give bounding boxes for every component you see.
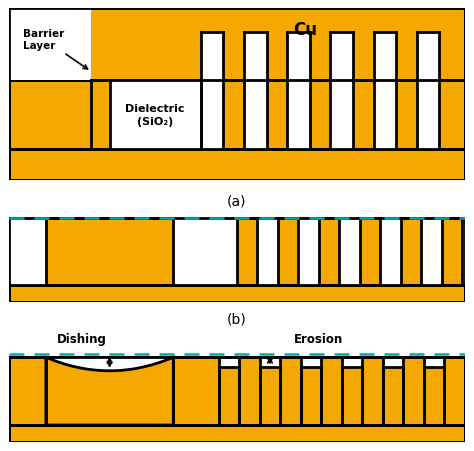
Polygon shape (287, 33, 310, 81)
Polygon shape (46, 357, 173, 425)
Polygon shape (109, 81, 201, 150)
Text: Barrier
Layer: Barrier Layer (23, 29, 88, 70)
Polygon shape (46, 218, 173, 285)
Polygon shape (301, 357, 321, 425)
Text: Dielectric
(SiO₂): Dielectric (SiO₂) (125, 104, 185, 127)
Text: Dishing: Dishing (57, 332, 107, 345)
Polygon shape (9, 357, 465, 425)
Text: (b): (b) (227, 312, 247, 326)
Polygon shape (260, 357, 280, 425)
Polygon shape (278, 218, 299, 285)
Polygon shape (342, 368, 362, 425)
Polygon shape (424, 357, 444, 425)
Text: (a): (a) (227, 194, 247, 208)
Polygon shape (9, 218, 465, 285)
Polygon shape (9, 425, 465, 442)
Polygon shape (319, 218, 339, 285)
Polygon shape (374, 33, 396, 81)
Polygon shape (374, 81, 396, 150)
Polygon shape (244, 33, 266, 81)
Polygon shape (9, 81, 465, 150)
Polygon shape (417, 81, 439, 150)
Polygon shape (360, 218, 380, 285)
Polygon shape (383, 357, 403, 425)
Polygon shape (46, 357, 173, 425)
Polygon shape (237, 218, 257, 285)
Polygon shape (9, 9, 465, 81)
Polygon shape (401, 218, 421, 285)
Polygon shape (219, 368, 239, 425)
Polygon shape (260, 368, 280, 425)
Polygon shape (244, 81, 266, 150)
Polygon shape (9, 285, 465, 302)
Polygon shape (424, 368, 444, 425)
Polygon shape (330, 33, 353, 81)
Polygon shape (383, 368, 403, 425)
Polygon shape (287, 81, 310, 150)
Polygon shape (417, 33, 439, 81)
Polygon shape (342, 357, 362, 425)
Polygon shape (219, 357, 239, 425)
Polygon shape (9, 150, 465, 180)
Text: Cu: Cu (293, 21, 317, 39)
Text: Erosion: Erosion (294, 332, 344, 345)
Polygon shape (330, 81, 353, 150)
Polygon shape (201, 33, 223, 81)
Polygon shape (201, 81, 223, 150)
Polygon shape (442, 218, 462, 285)
Polygon shape (9, 9, 91, 81)
Polygon shape (301, 368, 321, 425)
